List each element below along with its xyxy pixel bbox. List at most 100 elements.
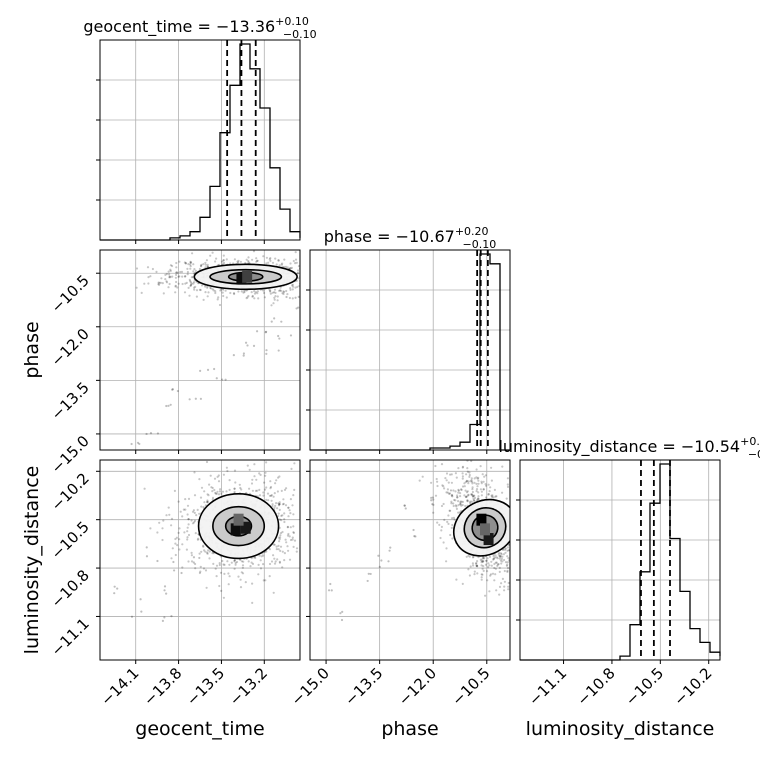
sample-point (457, 500, 460, 503)
sample-point (256, 290, 259, 293)
sample-point (456, 496, 459, 499)
sample-point (171, 547, 174, 550)
sample-point (256, 292, 259, 295)
sample-point (503, 548, 507, 552)
sample-point (217, 474, 220, 477)
sample-point (212, 562, 215, 566)
sample-point (183, 275, 187, 278)
sample-point (283, 552, 286, 555)
sample-point (535, 616, 537, 618)
sample-point (369, 572, 372, 576)
sample-point (460, 488, 463, 491)
scatter-panel-phase_vs_geocent_time (99, 249, 363, 451)
sample-point (198, 571, 201, 575)
sample-point (448, 509, 451, 512)
sample-point (329, 582, 332, 586)
sample-point (192, 263, 195, 266)
sample-point (466, 499, 469, 502)
sample-point (506, 485, 510, 488)
sample-point (476, 565, 479, 568)
sample-point (439, 536, 442, 540)
sample-point (143, 282, 146, 285)
sample-point (286, 545, 289, 548)
scatter-content (327, 460, 537, 622)
sample-point (183, 261, 186, 264)
hist-panel-phase: phase = −10.67+0.20 −0.10 (306, 225, 511, 451)
sample-point (269, 289, 272, 292)
sample-point (481, 560, 484, 563)
sample-point (178, 275, 181, 278)
sample-point (228, 479, 231, 482)
sample-point (480, 578, 483, 581)
sample-point (291, 288, 294, 291)
sample-point (262, 579, 265, 582)
sample-point (275, 502, 278, 505)
sample-point (329, 287, 331, 289)
sample-point (501, 491, 504, 494)
sample-point (189, 260, 192, 263)
sample-point (228, 488, 231, 491)
histogram-step-geocent_time (100, 43, 301, 241)
sample-point (189, 284, 192, 287)
sample-point (215, 564, 219, 567)
sample-point (190, 551, 193, 555)
sample-point (174, 276, 177, 279)
sample-point (285, 541, 288, 544)
sample-point (284, 538, 287, 541)
sample-point (209, 287, 212, 290)
sample-point (504, 551, 507, 554)
sample-point (135, 286, 138, 289)
sample-point (270, 304, 273, 307)
sample-point (225, 466, 228, 469)
sample-point (200, 263, 203, 266)
sample-point (186, 270, 189, 274)
sample-point (430, 481, 433, 484)
sample-point (278, 475, 281, 478)
sample-point (484, 474, 487, 477)
sample-point (500, 553, 503, 556)
sample-point (476, 498, 479, 501)
sample-point (461, 582, 464, 586)
sample-point (253, 475, 256, 478)
sample-point (239, 578, 242, 581)
sample-point (195, 289, 199, 292)
sample-point (280, 489, 283, 492)
sample-point (482, 560, 485, 563)
sample-point (361, 291, 363, 293)
sample-point (195, 514, 198, 517)
sample-point (294, 262, 297, 265)
sample-point (206, 552, 209, 555)
sample-point (492, 557, 495, 560)
sample-point (436, 484, 439, 488)
sample-point (186, 273, 189, 276)
sample-point (236, 260, 239, 263)
sample-point (190, 519, 193, 522)
sample-point (275, 548, 278, 551)
sample-point (471, 480, 474, 483)
sample-point (265, 550, 268, 553)
sample-point (506, 477, 509, 480)
sample-point (270, 560, 274, 563)
sample-point (453, 498, 456, 502)
sample-point (292, 525, 295, 528)
sample-point (495, 589, 498, 592)
sample-point (219, 571, 223, 574)
sample-point (506, 555, 509, 558)
sample-point (287, 515, 290, 518)
sample-point (466, 467, 469, 470)
sample-point (313, 284, 315, 286)
sample-point (487, 493, 490, 496)
sample-point (506, 563, 509, 566)
sample-point (484, 483, 487, 486)
sample-point (215, 492, 218, 495)
sample-point (527, 524, 529, 526)
sample-point (524, 531, 526, 533)
sample-point (522, 560, 524, 562)
sample-point (149, 275, 152, 278)
sample-point (181, 543, 184, 546)
sample-point (302, 264, 304, 266)
sample-point (447, 514, 450, 517)
sample-point (161, 538, 164, 542)
sample-point (175, 273, 178, 276)
sample-point (506, 483, 509, 486)
